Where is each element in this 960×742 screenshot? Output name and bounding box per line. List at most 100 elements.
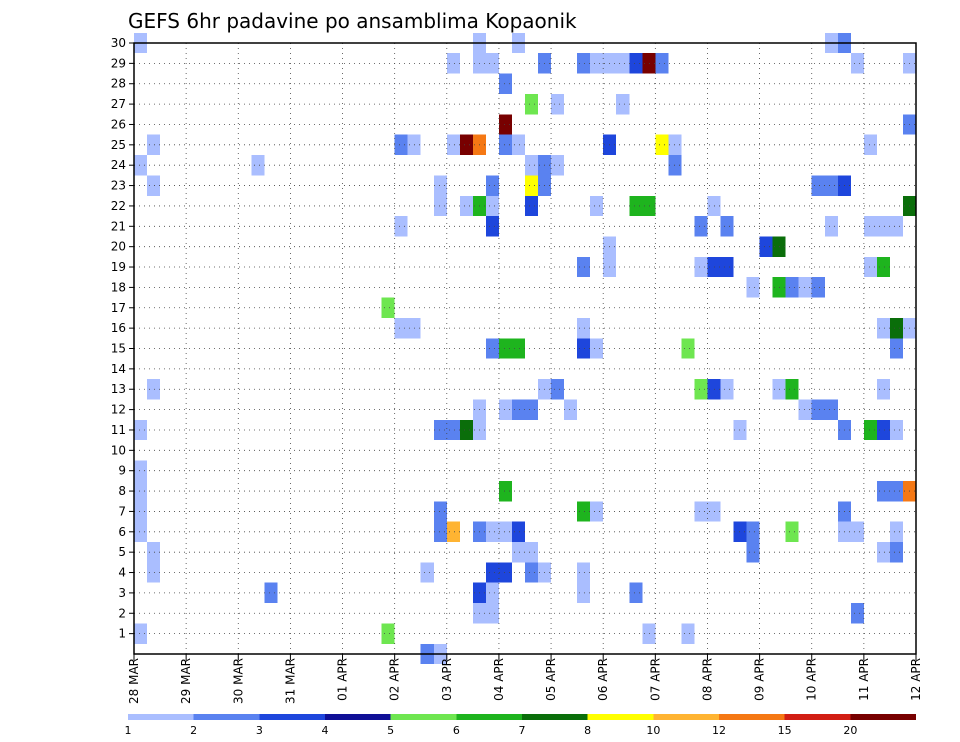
heatmap-cell <box>577 582 591 604</box>
heatmap-cell <box>433 419 447 441</box>
legend-label: 5 <box>387 724 394 737</box>
heatmap-cell <box>876 541 890 563</box>
heatmap-cell <box>889 419 903 441</box>
heatmap-cell <box>707 501 721 522</box>
legend-swatch <box>456 714 522 720</box>
x-tick-label: 01 APR <box>336 658 350 701</box>
heatmap-cell <box>147 562 161 583</box>
heatmap-cell <box>498 114 512 135</box>
heatmap-cell <box>511 338 525 359</box>
heatmap-cell <box>264 582 278 604</box>
legend-label: 8 <box>584 724 591 737</box>
heatmap-cell <box>577 256 591 278</box>
heatmap-cell <box>147 541 161 563</box>
y-tick-label: 18 <box>111 280 126 294</box>
y-tick-label: 27 <box>111 97 126 111</box>
heatmap-cell <box>433 501 447 522</box>
x-tick-label: 10 APR <box>805 658 819 701</box>
heatmap-cell <box>446 419 460 441</box>
x-tick-label: 09 APR <box>753 658 767 701</box>
legend-label: 1 <box>125 724 132 737</box>
legend-swatch <box>128 714 194 720</box>
heatmap-cell <box>746 277 760 298</box>
y-tick-label: 2 <box>118 606 126 620</box>
heatmap-cell <box>446 521 460 542</box>
heatmap-cell <box>525 155 539 176</box>
heatmap-cell <box>733 419 747 441</box>
y-tick-label: 9 <box>118 464 126 478</box>
heatmap-cell <box>459 419 473 441</box>
heatmap-cell <box>525 399 539 420</box>
heatmap-cell <box>433 175 447 196</box>
heatmap-cell <box>720 379 734 400</box>
heatmap-cell <box>863 419 877 441</box>
legend-swatch <box>259 714 325 720</box>
heatmap-cell <box>134 460 148 481</box>
y-tick-label: 16 <box>111 321 126 335</box>
legend-label: 12 <box>712 724 726 737</box>
heatmap-cell <box>577 338 591 359</box>
y-axis: 1234567891011121314151617181920212223242… <box>111 36 134 641</box>
legend-swatch <box>653 714 719 720</box>
heatmap-cell <box>863 216 877 237</box>
y-tick-label: 13 <box>111 382 126 396</box>
heatmap-cell <box>381 297 395 318</box>
y-tick-label: 29 <box>111 56 126 70</box>
heatmap-cell <box>590 338 604 359</box>
heatmap-cell <box>551 379 565 400</box>
heatmap-cell <box>876 317 890 339</box>
heatmap-cell <box>642 623 656 644</box>
heatmap-cell <box>525 562 539 583</box>
y-tick-label: 28 <box>111 77 126 91</box>
heatmap-cell <box>485 216 499 237</box>
y-tick-label: 17 <box>111 301 126 315</box>
heatmap-cell <box>147 175 161 196</box>
heatmap-cell <box>498 73 512 94</box>
heatmap-cell <box>876 419 890 441</box>
x-tick-label: 07 APR <box>648 658 662 701</box>
heatmap-cell <box>511 134 525 156</box>
heatmap-cell <box>616 53 630 74</box>
heatmap-cell <box>147 379 161 400</box>
heatmap-cell <box>498 399 512 420</box>
heatmap-cell <box>824 216 838 237</box>
chart-title: GEFS 6hr padavine po ansamblima Kopaonik <box>128 9 577 33</box>
heatmap-cell <box>889 541 903 563</box>
legend-swatch <box>193 714 260 720</box>
heatmap-cell <box>811 399 825 420</box>
y-tick-label: 3 <box>118 586 126 600</box>
legend-label: 4 <box>322 724 329 737</box>
heatmap-cell <box>707 256 721 278</box>
heatmap-cell <box>694 501 708 522</box>
x-tick-label: 08 APR <box>701 658 715 701</box>
heatmap-cell <box>498 134 512 156</box>
heatmap-cell <box>824 175 838 196</box>
x-tick-label: 28 MAR <box>127 658 141 704</box>
legend-label: 20 <box>843 724 857 737</box>
heatmap-cell <box>134 419 148 441</box>
legend-label: 15 <box>778 724 792 737</box>
heatmap-cell <box>525 195 539 217</box>
heatmap-cell <box>433 195 447 217</box>
heatmap-cell <box>629 582 643 604</box>
y-tick-label: 11 <box>111 423 126 437</box>
x-tick-label: 29 MAR <box>179 658 193 704</box>
heatmap-cell <box>134 521 148 542</box>
x-tick-label: 12 APR <box>909 658 923 701</box>
heatmap-cell <box>485 582 499 604</box>
heatmap-cell <box>798 277 812 298</box>
y-tick-label: 22 <box>111 199 126 213</box>
heatmap-cell <box>733 521 747 542</box>
heatmap-cell <box>681 623 695 644</box>
grid-layer <box>134 42 916 654</box>
x-axis: 28 MAR 29 MAR 30 MAR 31 MAR 01 APR 02 APR 03 A… <box>127 654 923 704</box>
heatmap-cell <box>459 195 473 217</box>
legend-label: 6 <box>453 724 460 737</box>
heatmap-cell <box>525 175 539 196</box>
heatmap-cell <box>876 256 890 278</box>
heatmap-cell <box>459 134 473 156</box>
heatmap-cell <box>134 155 148 176</box>
heatmap-cell <box>498 562 512 583</box>
heatmap-cell <box>485 562 499 583</box>
